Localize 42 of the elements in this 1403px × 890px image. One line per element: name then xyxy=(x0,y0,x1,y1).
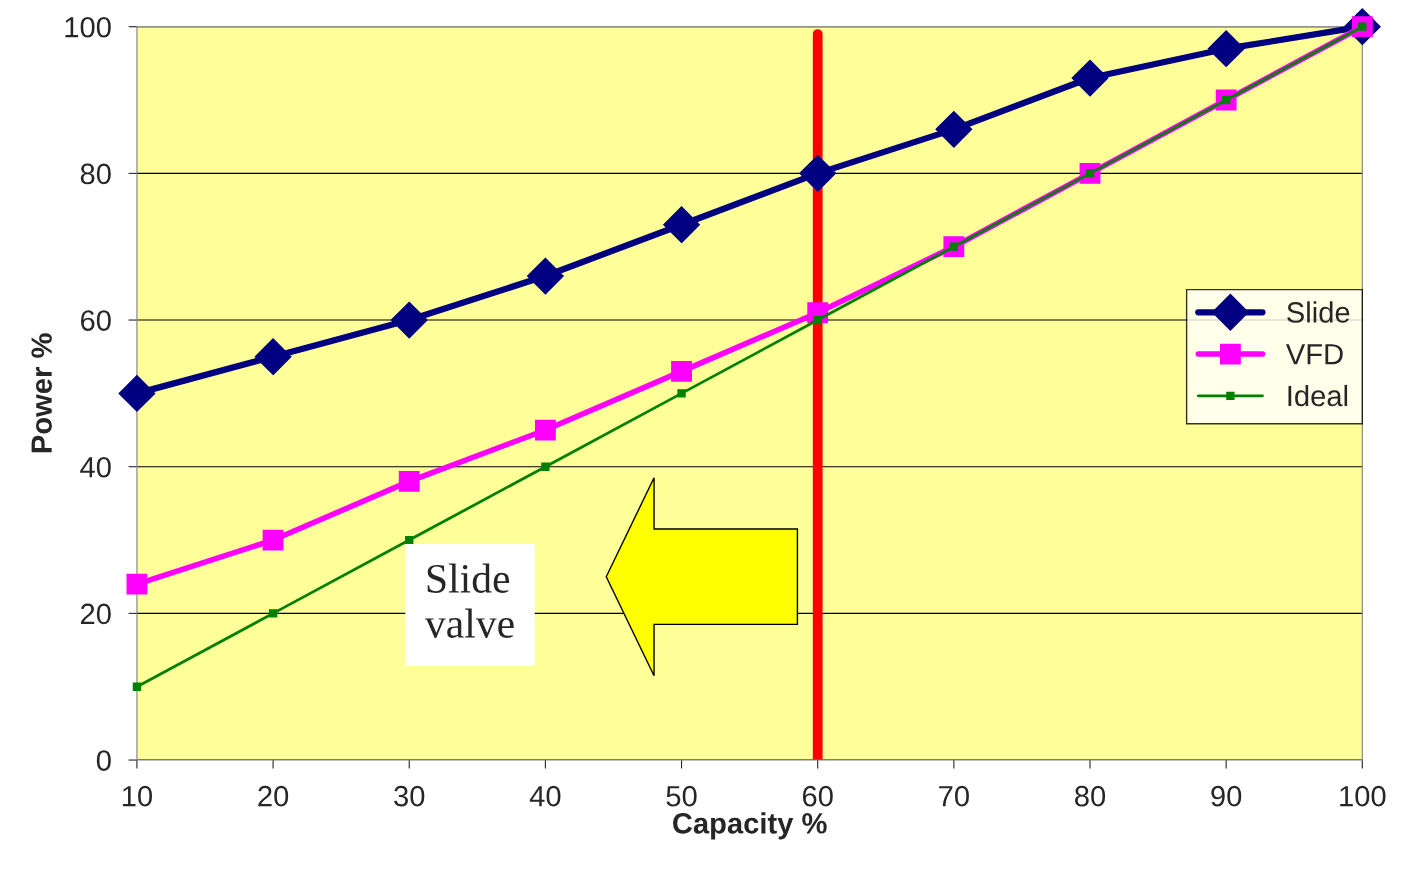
x-tick-label: 40 xyxy=(529,785,561,807)
legend-label: Slide xyxy=(1287,301,1350,323)
point xyxy=(663,206,700,244)
y-tick-label: 40 xyxy=(80,456,111,478)
point xyxy=(677,389,686,398)
point xyxy=(118,375,156,412)
x-tick-label: 50 xyxy=(666,785,697,807)
point xyxy=(1071,59,1109,97)
point xyxy=(541,462,550,471)
x-tick-label: 10 xyxy=(122,785,153,807)
x-tick-label: 70 xyxy=(939,785,969,807)
point xyxy=(126,573,148,595)
x-tick-label: 90 xyxy=(1211,785,1242,807)
x-tick-label: 100 xyxy=(1340,785,1386,807)
x-tick-label: 30 xyxy=(394,785,425,807)
point xyxy=(132,682,142,691)
point xyxy=(671,360,692,382)
point xyxy=(935,110,973,148)
point xyxy=(813,315,822,325)
point xyxy=(390,301,428,339)
legend-label: Ideal xyxy=(1288,384,1348,407)
y-tick-label: 20 xyxy=(80,603,111,625)
y-axis-title: Power % xyxy=(31,333,52,453)
point xyxy=(405,535,414,545)
point xyxy=(1207,30,1245,68)
annotation: Slide valve xyxy=(424,563,514,638)
y-tick-label: 80 xyxy=(80,163,111,185)
point xyxy=(799,154,837,192)
x-tick-label: 60 xyxy=(802,785,833,807)
point xyxy=(534,419,556,441)
x-axis-title: Capacity % xyxy=(673,812,827,840)
point xyxy=(398,470,420,492)
y-tick-label: 0 xyxy=(96,750,111,771)
x-tick-label: 80 xyxy=(1075,785,1106,807)
x-tick-label: 20 xyxy=(258,785,289,807)
point xyxy=(254,338,292,376)
point xyxy=(262,529,284,551)
y-tick-label: 100 xyxy=(65,16,111,38)
y-tick-label: 60 xyxy=(80,310,111,331)
point xyxy=(268,609,278,618)
point xyxy=(527,257,564,295)
legend-label: VFD xyxy=(1285,344,1343,365)
